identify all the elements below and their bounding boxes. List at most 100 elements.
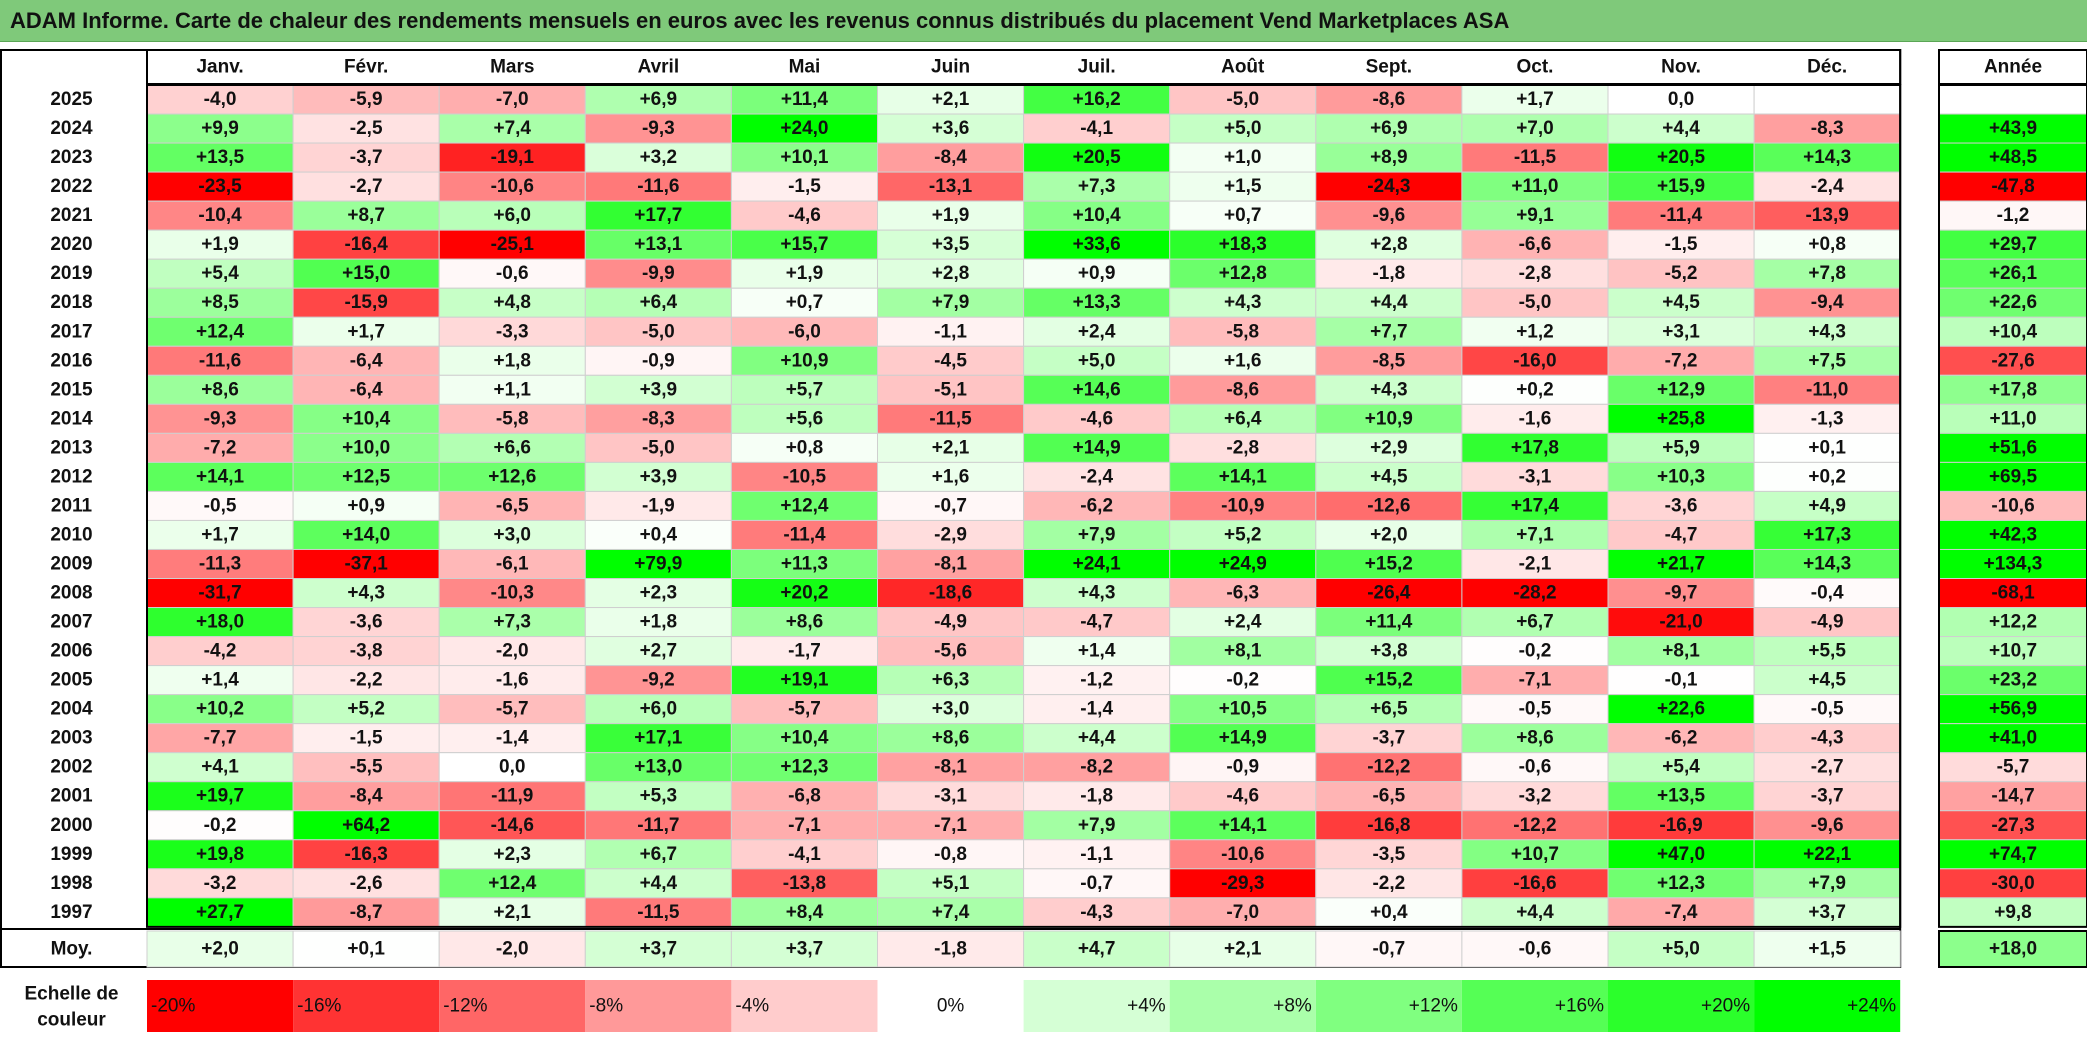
cell-value: +5,2 [1224,524,1262,545]
heatmap-cell [584,287,732,318]
cell-value: -5,0 [642,321,675,342]
year-label: 2012 [50,466,92,487]
cell-value: -0,2 [1226,670,1259,691]
heatmap-cell [730,84,879,115]
cell-value: +1,7 [201,524,239,545]
annual-value: +10,4 [1989,321,2038,342]
cell-value: -5,2 [1665,263,1698,284]
heatmap-cell [292,578,440,609]
cell-value: -0,2 [204,815,237,836]
cell-value: +25,8 [1657,408,1705,429]
cell-value: -6,4 [350,379,383,400]
year-label: 2021 [50,205,93,226]
cell-value: +4,3 [1224,292,1262,313]
heatmap-cell [438,810,586,841]
cell-value: -6,2 [1665,728,1698,749]
cell-value: +0,1 [1808,437,1846,458]
cell-value: -13,1 [929,176,973,197]
heatmap-cell [1753,287,1901,318]
heatmap-cell [1315,200,1463,231]
cell-value: -11,5 [637,902,680,923]
cell-value: -0,1 [1665,670,1698,691]
cell-value: -1,1 [1080,844,1113,865]
heatmap-cell [584,578,732,609]
annual-value: +134,3 [1984,553,2043,574]
annual-value: +41,0 [1989,728,2037,749]
month-header: Janv. [196,57,243,78]
heatmap-cell [1023,345,1171,376]
heatmap-cell [438,548,586,580]
cell-value: +1,7 [347,321,385,342]
cell-value: -6,5 [1372,786,1405,807]
heatmap-cell [877,258,1025,289]
annual-cell [1938,665,2087,696]
cell-value: +2,8 [932,263,970,284]
cell-value: +4,3 [347,583,385,604]
heatmap-cell [1461,868,1609,899]
cell-value: +3,9 [640,466,678,487]
heatmap-cell [877,461,1025,492]
scale-swatch [1461,980,1608,1032]
heatmap-cell [584,200,732,231]
heatmap-cell [1753,316,1901,347]
cell-value: +33,6 [1073,234,1121,255]
avg-cell [292,930,440,968]
cell-value: -0,8 [934,844,967,865]
cell-value: +10,9 [1365,408,1413,429]
heatmap-cell [146,607,294,638]
cell-value: -3,2 [1519,786,1552,807]
cell-value: -0,7 [934,495,967,516]
cell-value: -11,6 [637,176,679,197]
cell-value: -5,7 [496,699,529,720]
cell-value: +14,0 [342,524,390,545]
annual-value: +23,2 [1989,670,2037,691]
heatmap-cell [146,229,294,260]
cell-value: -5,8 [496,408,529,429]
cell-value: +8,6 [786,612,824,633]
annual-cell [1938,839,2087,870]
cell-value: +2,1 [493,902,531,923]
heatmap-cell [1315,578,1463,609]
heatmap-cell [438,839,586,870]
cell-value: +4,1 [201,757,239,778]
cell-value: +1,9 [786,263,824,284]
avg-cell [1461,930,1609,968]
cell-value: -15,9 [344,292,387,313]
annual-cell [1938,316,2087,347]
cell-value: -11,0 [1806,379,1848,400]
annual-value: +69,5 [1989,466,2038,487]
cell-value: -16,4 [344,234,388,255]
heatmap-cell [438,142,586,173]
heatmap-cell [1315,229,1463,260]
year-label: 2015 [50,379,93,400]
heatmap-cell [1315,490,1463,521]
cell-value: +4,4 [1516,902,1554,923]
cell-value: +22,6 [1657,699,1705,720]
heatmap-cell [1607,868,1755,899]
annual-value: +11,0 [1989,408,2036,429]
cell-value: -2,4 [1080,466,1113,487]
cell-value: +2,8 [1370,234,1408,255]
annual-value: +10,7 [1989,641,2037,662]
cell-value: -8,5 [1372,350,1405,371]
cell-value: +1,7 [1516,89,1554,110]
cell-value: +3,6 [932,118,970,139]
cell-value: +13,5 [1657,786,1706,807]
cell-value: +5,1 [932,873,970,894]
cell-value: +3,0 [932,699,970,720]
year-label: 2018 [50,292,92,313]
year-label: 1997 [50,902,92,923]
cell-value: +2,4 [1078,321,1116,342]
cell-value: -5,0 [1519,292,1552,313]
cell-value: +15,7 [780,234,828,255]
cell-value: +1,1 [493,379,531,400]
heatmap-cell [1753,461,1901,492]
cell-value: +6,9 [640,89,678,110]
cell-value: +2,1 [932,437,970,458]
cell-value: +7,9 [1808,873,1846,894]
heatmap-cell [1607,345,1755,376]
annual-value: -30,0 [1991,873,2034,894]
heatmap-cell [1315,403,1463,434]
cell-value: -7,4 [1665,902,1698,923]
heatmap-cell [438,519,586,550]
